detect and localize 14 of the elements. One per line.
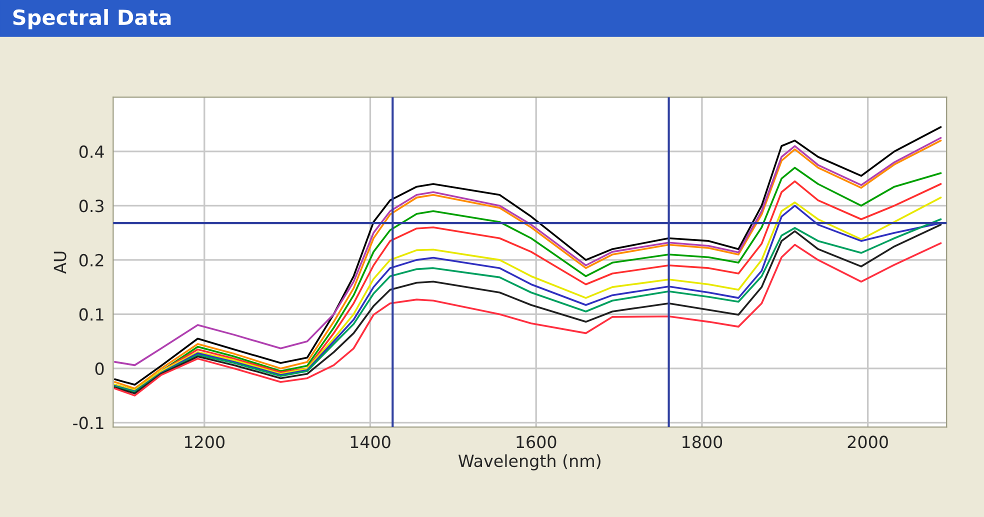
y-tick-label: 0.2 <box>79 254 104 267</box>
y-axis-title: AU <box>54 252 66 274</box>
x-tick-label: 1800 <box>682 436 722 448</box>
x-tick-label: 2000 <box>848 436 888 448</box>
x-tick-label: 1400 <box>350 436 390 448</box>
x-tick-label: 1200 <box>185 436 224 448</box>
chart-title: Spectral Data <box>13 9 171 30</box>
y-tick-label: 0.1 <box>79 308 104 321</box>
y-tick-label: 0.4 <box>79 145 104 158</box>
y-tick-label: -0.1 <box>73 416 104 430</box>
x-axis-title: Wavelength (nm) <box>458 454 600 470</box>
y-tick-label: 0 <box>95 362 104 376</box>
x-tick-label: 1600 <box>516 436 556 448</box>
y-tick-label: 0.3 <box>79 200 104 212</box>
